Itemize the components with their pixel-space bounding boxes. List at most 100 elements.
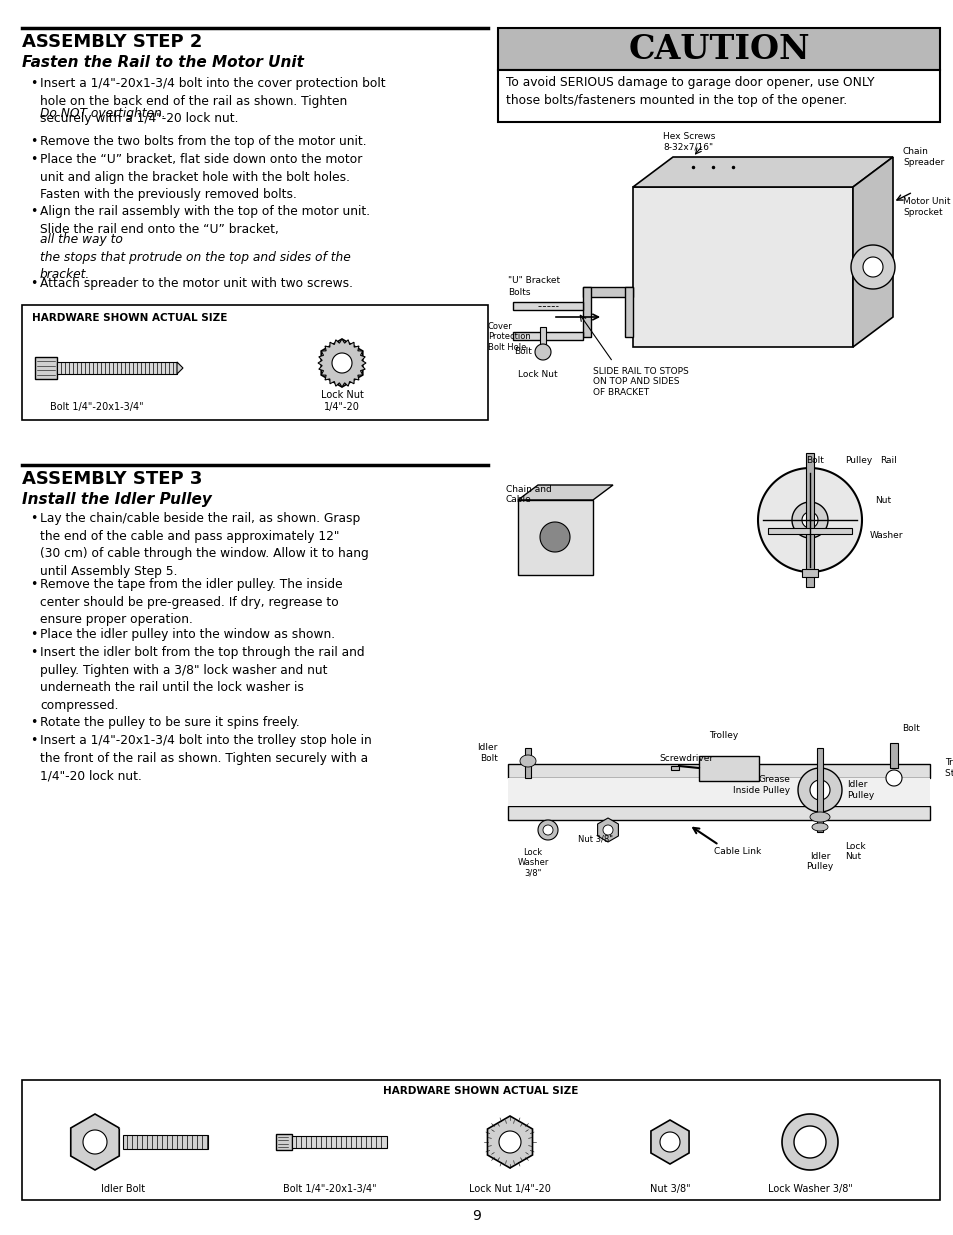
- Bar: [275, 1134, 292, 1150]
- Text: Chain and
Cable: Chain and Cable: [505, 485, 551, 504]
- Bar: [22, 305, 488, 420]
- Polygon shape: [852, 157, 892, 347]
- Bar: [805, 453, 813, 587]
- Text: Motor Unit
Sprocket: Motor Unit Sprocket: [902, 198, 949, 216]
- Text: SLIDE RAIL TO STOPS
ON TOP AND SIDES
OF BRACKET: SLIDE RAIL TO STOPS ON TOP AND SIDES OF …: [593, 367, 688, 396]
- Text: •: •: [30, 153, 37, 165]
- Text: Idler Bolt: Idler Bolt: [101, 1184, 145, 1194]
- Text: Lock Nut 1/4"-20: Lock Nut 1/4"-20: [469, 1184, 551, 1194]
- Text: •: •: [30, 513, 37, 525]
- Text: Chain
Spreader: Chain Spreader: [902, 147, 943, 167]
- Text: Pulley: Pulley: [844, 456, 871, 466]
- Text: Lock
Nut: Lock Nut: [844, 842, 864, 861]
- Bar: [517, 500, 593, 576]
- Polygon shape: [650, 1120, 688, 1165]
- Text: Idler
Pulley: Idler Pulley: [805, 852, 833, 872]
- Bar: [699, 756, 759, 781]
- Text: Do NOT overtighten.: Do NOT overtighten.: [40, 107, 166, 120]
- Bar: [22, 1079, 939, 1200]
- Polygon shape: [517, 485, 613, 500]
- Bar: [582, 287, 633, 296]
- Polygon shape: [659, 1132, 679, 1152]
- Text: •: •: [30, 578, 37, 592]
- Text: HARDWARE SHOWN ACTUAL SIZE: HARDWARE SHOWN ACTUAL SIZE: [32, 312, 227, 324]
- Bar: [507, 764, 929, 778]
- Text: Insert the idler bolt from the top through the rail and
pulley. Tighten with a 3: Insert the idler bolt from the top throu…: [40, 646, 364, 711]
- Bar: [497, 28, 939, 70]
- Text: To avoid SERIOUS damage to garage door opener, use ONLY
those bolts/fasteners mo: To avoid SERIOUS damage to garage door o…: [505, 77, 874, 107]
- Text: HARDWARE SHOWN ACTUAL SIZE: HARDWARE SHOWN ACTUAL SIZE: [383, 1086, 578, 1095]
- Text: •: •: [30, 734, 37, 747]
- Text: Nut 3/8": Nut 3/8": [649, 1184, 690, 1194]
- Text: Nut: Nut: [874, 495, 890, 505]
- Bar: [507, 778, 929, 806]
- Polygon shape: [758, 468, 862, 572]
- Polygon shape: [862, 257, 882, 277]
- Bar: [513, 303, 582, 310]
- Text: Attach spreader to the motor unit with two screws.: Attach spreader to the motor unit with t…: [40, 277, 353, 290]
- Bar: [292, 1136, 387, 1149]
- Polygon shape: [597, 818, 618, 842]
- Text: Hex Screws
8-32x7/16": Hex Screws 8-32x7/16": [662, 132, 715, 152]
- Text: Rotate the pulley to be sure it spins freely.: Rotate the pulley to be sure it spins fr…: [40, 716, 299, 729]
- Bar: [670, 766, 679, 769]
- Bar: [582, 287, 590, 337]
- Bar: [507, 806, 929, 820]
- Text: all the way to
the stops that protrude on the top and sides of the
bracket.: all the way to the stops that protrude o…: [40, 233, 351, 282]
- Text: Lock Nut: Lock Nut: [517, 370, 558, 379]
- Text: •: •: [30, 205, 37, 219]
- Text: •: •: [30, 646, 37, 659]
- Text: "U" Bracket: "U" Bracket: [507, 275, 559, 285]
- Bar: [633, 186, 852, 347]
- Text: Lock Nut
1/4"-20: Lock Nut 1/4"-20: [320, 390, 363, 412]
- Text: Trolley
Stop Hole: Trolley Stop Hole: [944, 758, 953, 778]
- Text: Place the idler pulley into the window as shown.: Place the idler pulley into the window a…: [40, 629, 335, 641]
- Polygon shape: [811, 823, 827, 831]
- Text: 9: 9: [472, 1209, 481, 1223]
- Text: •: •: [30, 629, 37, 641]
- Bar: [816, 748, 822, 832]
- Bar: [35, 357, 57, 379]
- Polygon shape: [542, 825, 553, 835]
- Polygon shape: [321, 338, 362, 387]
- Text: ASSEMBLY STEP 2: ASSEMBLY STEP 2: [22, 33, 202, 51]
- Text: •: •: [30, 135, 37, 148]
- Text: CAUTION: CAUTION: [627, 32, 809, 65]
- Polygon shape: [539, 522, 569, 552]
- Polygon shape: [809, 811, 829, 823]
- Polygon shape: [809, 781, 829, 800]
- Text: Lay the chain/cable beside the rail, as shown. Grasp
the end of the cable and pa: Lay the chain/cable beside the rail, as …: [40, 513, 369, 578]
- Text: •: •: [30, 716, 37, 729]
- Polygon shape: [801, 513, 817, 529]
- Bar: [801, 569, 817, 577]
- Polygon shape: [83, 1130, 107, 1153]
- Bar: [524, 748, 531, 778]
- Polygon shape: [537, 820, 558, 840]
- Text: Bolts: Bolts: [507, 288, 530, 296]
- Text: Install the Idler Pulley: Install the Idler Pulley: [22, 492, 212, 508]
- Text: Cable Link: Cable Link: [713, 847, 760, 856]
- Text: Remove the tape from the idler pulley. The inside
center should be pre-greased. : Remove the tape from the idler pulley. T…: [40, 578, 342, 626]
- Polygon shape: [791, 501, 827, 538]
- Bar: [889, 743, 897, 768]
- Text: Bolt 1/4"-20x1-3/4": Bolt 1/4"-20x1-3/4": [51, 403, 144, 412]
- Bar: [624, 287, 633, 337]
- Text: Remove the two bolts from the top of the motor unit.: Remove the two bolts from the top of the…: [40, 135, 366, 148]
- Text: Bolt: Bolt: [805, 456, 823, 466]
- Text: Idler
Bolt: Idler Bolt: [477, 743, 497, 763]
- Text: Washer: Washer: [869, 531, 902, 540]
- Text: Insert a 1/4"-20x1-3/4 bolt into the cover protection bolt
hole on the back end : Insert a 1/4"-20x1-3/4 bolt into the cov…: [40, 77, 385, 125]
- Bar: [513, 332, 582, 340]
- Text: Place the “U” bracket, flat side down onto the motor
unit and align the bracket : Place the “U” bracket, flat side down on…: [40, 153, 362, 201]
- Polygon shape: [317, 338, 366, 387]
- Polygon shape: [519, 755, 536, 767]
- Text: Bolt: Bolt: [902, 724, 919, 734]
- Polygon shape: [885, 769, 901, 785]
- Text: Cover
Protection
Bolt Hole: Cover Protection Bolt Hole: [488, 322, 530, 352]
- Text: Insert a 1/4"-20x1-3/4 bolt into the trolley stop hole in
the front of the rail : Insert a 1/4"-20x1-3/4 bolt into the tro…: [40, 734, 372, 782]
- Bar: [539, 327, 545, 352]
- Polygon shape: [797, 768, 841, 811]
- Polygon shape: [602, 825, 613, 835]
- Text: •: •: [30, 277, 37, 290]
- Polygon shape: [332, 353, 352, 373]
